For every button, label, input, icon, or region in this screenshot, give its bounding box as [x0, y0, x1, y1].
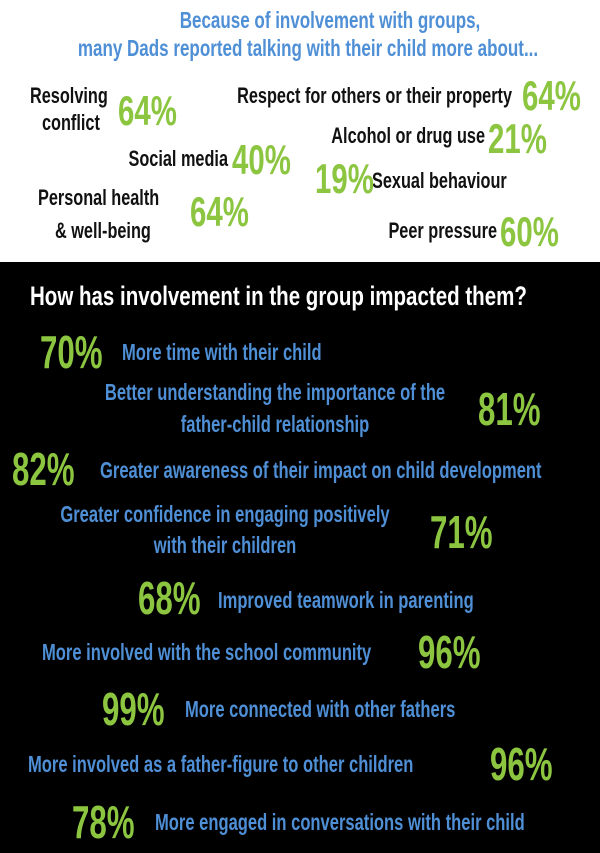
section-title: How has involvement in the group impacte…: [30, 281, 527, 311]
top-panel: [0, 0, 600, 262]
bottom-panel: [0, 262, 600, 853]
topic-percent: 60%: [500, 208, 559, 256]
topic-label: conflict: [42, 111, 100, 136]
impact-percent: 68%: [138, 573, 201, 624]
topic-percent: 21%: [488, 115, 547, 163]
impact-label: father-child relationship: [181, 412, 370, 437]
topic-label: Resolving: [30, 84, 108, 109]
title: Because of involvement with groups,: [180, 9, 481, 34]
impact-label: Improved teamwork in parenting: [218, 588, 474, 613]
title: many Dads reported talking with their ch…: [78, 37, 538, 62]
topic-percent: 64%: [190, 188, 249, 236]
impact-percent: 70%: [40, 327, 103, 378]
topic-label: Alcohol or drug use: [331, 124, 485, 149]
impact-percent: 96%: [418, 627, 481, 678]
topic-label: & well-being: [55, 219, 151, 244]
impact-label: Greater confidence in engaging positivel…: [60, 502, 390, 527]
impact-percent: 82%: [12, 444, 75, 495]
impact-label: Better understanding the importance of t…: [105, 380, 445, 405]
impact-label: More involved with the school community: [42, 640, 372, 665]
topic-percent: 40%: [232, 136, 291, 184]
impact-percent: 71%: [430, 507, 493, 558]
impact-label: More engaged in conversations with their…: [155, 810, 525, 835]
impact-percent: 99%: [102, 684, 165, 735]
impact-label: Greater awareness of their impact on chi…: [100, 458, 542, 483]
topic-label: Personal health: [38, 186, 159, 211]
impact-label: More involved as a father-figure to othe…: [28, 752, 413, 777]
topic-label: Sexual behaviour: [372, 169, 507, 194]
impact-label: with their children: [153, 533, 296, 558]
topic-label: Peer pressure: [388, 219, 497, 244]
impact-label: More connected with other fathers: [185, 697, 455, 722]
topic-percent: 64%: [522, 72, 581, 120]
impact-label: More time with their child: [122, 340, 322, 365]
impact-percent: 78%: [72, 797, 135, 848]
impact-percent: 81%: [478, 384, 541, 435]
topic-percent: 64%: [118, 87, 177, 135]
topic-label: Social media: [129, 147, 229, 172]
topic-percent: 19%: [315, 155, 374, 203]
impact-percent: 96%: [490, 739, 553, 790]
topic-label: Respect for others or their property: [237, 84, 512, 109]
